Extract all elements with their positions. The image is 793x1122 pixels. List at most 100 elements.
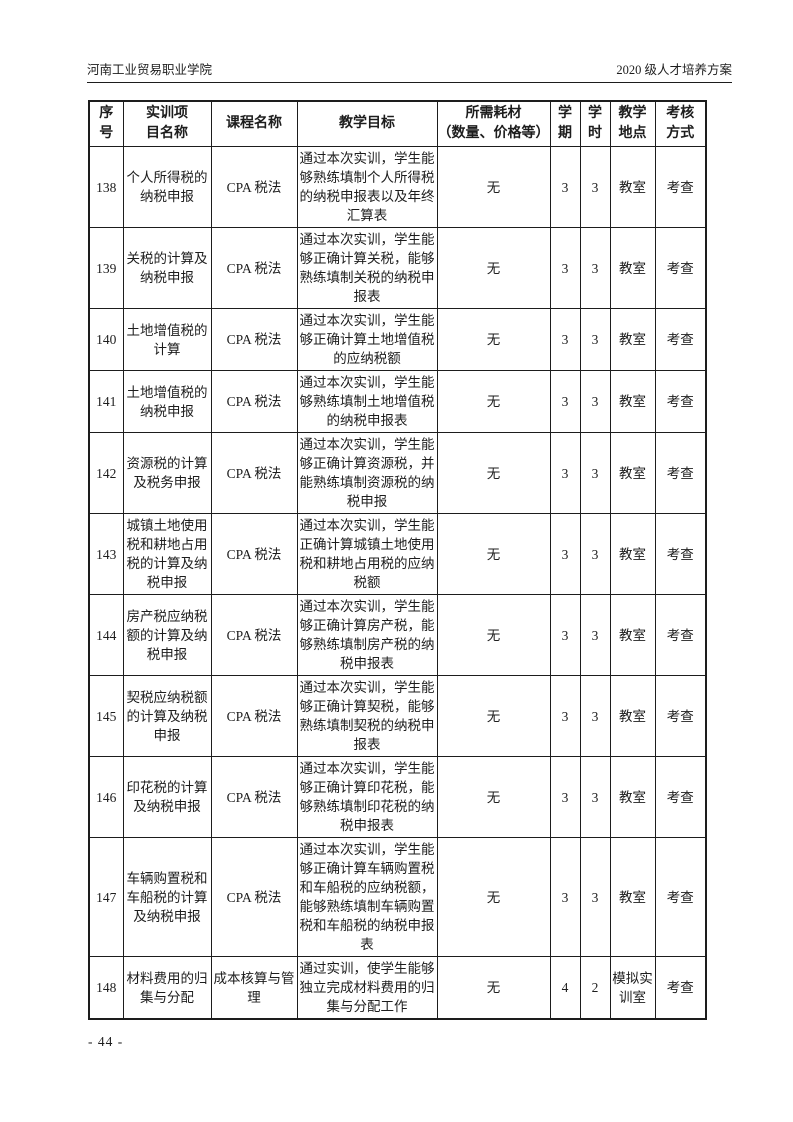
cell-assessment: 考查 bbox=[654, 146, 707, 228]
cell-objective: 通过本次实训，学生能够正确计算土地增值税的应纳税额 bbox=[296, 308, 438, 371]
cell-assessment: 考查 bbox=[654, 513, 707, 595]
cell-course-name: CPA 税法 bbox=[210, 513, 298, 595]
cell-semester: 3 bbox=[549, 227, 581, 309]
cell-no: 138 bbox=[88, 146, 124, 228]
cell-materials: 无 bbox=[436, 837, 551, 957]
cell-semester: 3 bbox=[549, 675, 581, 757]
cell-objective: 通过本次实训，学生能够正确计算车辆购置税和车船税的应纳税额，能够熟练填制车辆购置… bbox=[296, 837, 438, 957]
cell-hours: 3 bbox=[579, 513, 611, 595]
cell-project-name: 印花税的计算及纳税申报 bbox=[122, 756, 212, 838]
cell-objective: 通过本次实训，学生能正确计算城镇土地使用税和耕地占用税的应纳税额 bbox=[296, 513, 438, 595]
cell-assessment: 考查 bbox=[654, 308, 707, 371]
cell-materials: 无 bbox=[436, 594, 551, 676]
cell-project-name: 材料费用的归集与分配 bbox=[122, 956, 212, 1020]
cell-location: 教室 bbox=[609, 432, 656, 514]
cell-no: 142 bbox=[88, 432, 124, 514]
cell-location: 教室 bbox=[609, 513, 656, 595]
cell-project-name: 土地增值税的纳税申报 bbox=[122, 370, 212, 433]
cell-course-name: CPA 税法 bbox=[210, 370, 298, 433]
col-header-course: 课程名称 bbox=[210, 100, 298, 147]
cell-course-name: CPA 税法 bbox=[210, 227, 298, 309]
table-header-row: 序 号 实训项 目名称 课程名称 教学目标 所需耗材 （数量、价格等） 学 期 … bbox=[88, 100, 707, 147]
cell-location: 教室 bbox=[609, 308, 656, 371]
cell-project-name: 土地增值税的计算 bbox=[122, 308, 212, 371]
cell-objective: 通过本次实训，学生能够正确计算关税，能够熟练填制关税的纳税申报表 bbox=[296, 227, 438, 309]
cell-assessment: 考查 bbox=[654, 956, 707, 1020]
cell-objective: 通过本次实训，学生能够正确计算契税，能够熟练填制契税的纳税申报表 bbox=[296, 675, 438, 757]
page-header: 河南工业贸易职业学院 2020 级人才培养方案 bbox=[87, 63, 732, 83]
cell-hours: 3 bbox=[579, 370, 611, 433]
cell-location: 教室 bbox=[609, 675, 656, 757]
cell-project-name: 关税的计算及纳税申报 bbox=[122, 227, 212, 309]
table-row-139: 139 关税的计算及纳税申报 CPA 税法 通过本次实训，学生能够正确计算关税，… bbox=[88, 227, 707, 309]
table-row-138: 138 个人所得税的纳税申报 CPA 税法 通过本次实训，学生能够熟练填制个人所… bbox=[88, 146, 707, 228]
col-header-objective: 教学目标 bbox=[296, 100, 438, 147]
cell-hours: 3 bbox=[579, 837, 611, 957]
cell-materials: 无 bbox=[436, 513, 551, 595]
cell-assessment: 考查 bbox=[654, 370, 707, 433]
cell-location: 模拟实训室 bbox=[609, 956, 656, 1020]
cell-project-name: 资源税的计算及税务申报 bbox=[122, 432, 212, 514]
col-header-materials: 所需耗材 （数量、价格等） bbox=[436, 100, 551, 147]
cell-course-name: CPA 税法 bbox=[210, 308, 298, 371]
col-header-semester: 学 期 bbox=[549, 100, 581, 147]
cell-assessment: 考查 bbox=[654, 756, 707, 838]
col-header-project: 实训项 目名称 bbox=[122, 100, 212, 147]
col-header-assessment: 考核 方式 bbox=[654, 100, 707, 147]
table-row-144: 144 房产税应纳税额的计算及纳税申报 CPA 税法 通过本次实训，学生能够正确… bbox=[88, 594, 707, 676]
col-header-location: 教学 地点 bbox=[609, 100, 656, 147]
cell-assessment: 考查 bbox=[654, 594, 707, 676]
cell-location: 教室 bbox=[609, 837, 656, 957]
cell-assessment: 考查 bbox=[654, 227, 707, 309]
cell-objective: 通过实训，使学生能够独立完成材料费用的归集与分配工作 bbox=[296, 956, 438, 1020]
cell-hours: 3 bbox=[579, 756, 611, 838]
table-row-145: 145 契税应纳税额的计算及纳税申报 CPA 税法 通过本次实训，学生能够正确计… bbox=[88, 675, 707, 757]
cell-no: 146 bbox=[88, 756, 124, 838]
cell-objective: 通过本次实训，学生能够熟练填制个人所得税的纳税申报表以及年终汇算表 bbox=[296, 146, 438, 228]
cell-objective: 通过本次实训，学生能够熟练填制土地增值税的纳税申报表 bbox=[296, 370, 438, 433]
header-program-title: 2020 级人才培养方案 bbox=[616, 63, 732, 77]
cell-course-name: CPA 税法 bbox=[210, 675, 298, 757]
cell-location: 教室 bbox=[609, 594, 656, 676]
cell-objective: 通过本次实训，学生能够正确计算印花税，能够熟练填制印花税的纳税申报表 bbox=[296, 756, 438, 838]
cell-course-name: CPA 税法 bbox=[210, 837, 298, 957]
cell-no: 144 bbox=[88, 594, 124, 676]
cell-hours: 3 bbox=[579, 594, 611, 676]
cell-assessment: 考查 bbox=[654, 837, 707, 957]
table-row-140: 140 土地增值税的计算 CPA 税法 通过本次实训，学生能够正确计算土地增值税… bbox=[88, 308, 707, 371]
cell-hours: 3 bbox=[579, 432, 611, 514]
cell-materials: 无 bbox=[436, 370, 551, 433]
cell-materials: 无 bbox=[436, 146, 551, 228]
page-number: - 44 - bbox=[88, 1034, 124, 1049]
cell-hours: 3 bbox=[579, 146, 611, 228]
cell-course-name: CPA 税法 bbox=[210, 432, 298, 514]
cell-location: 教室 bbox=[609, 227, 656, 309]
cell-hours: 3 bbox=[579, 227, 611, 309]
cell-assessment: 考查 bbox=[654, 432, 707, 514]
cell-location: 教室 bbox=[609, 146, 656, 228]
header-school-name: 河南工业贸易职业学院 bbox=[87, 63, 213, 77]
cell-materials: 无 bbox=[436, 432, 551, 514]
cell-semester: 3 bbox=[549, 837, 581, 957]
cell-semester: 3 bbox=[549, 594, 581, 676]
cell-location: 教室 bbox=[609, 370, 656, 433]
cell-project-name: 个人所得税的纳税申报 bbox=[122, 146, 212, 228]
cell-no: 139 bbox=[88, 227, 124, 309]
cell-location: 教室 bbox=[609, 756, 656, 838]
table-row-147: 147 车辆购置税和车船税的计算及纳税申报 CPA 税法 通过本次实训，学生能够… bbox=[88, 837, 707, 957]
table-row-142: 142 资源税的计算及税务申报 CPA 税法 通过本次实训，学生能够正确计算资源… bbox=[88, 432, 707, 514]
cell-materials: 无 bbox=[436, 308, 551, 371]
cell-semester: 3 bbox=[549, 308, 581, 371]
cell-project-name: 城镇土地使用税和耕地占用税的计算及纳税申报 bbox=[122, 513, 212, 595]
cell-materials: 无 bbox=[436, 675, 551, 757]
col-header-no: 序 号 bbox=[88, 100, 124, 147]
training-projects-table: 序 号 实训项 目名称 课程名称 教学目标 所需耗材 （数量、价格等） 学 期 … bbox=[88, 100, 707, 1020]
table-row-141: 141 土地增值税的纳税申报 CPA 税法 通过本次实训，学生能够熟练填制土地增… bbox=[88, 370, 707, 433]
cell-semester: 3 bbox=[549, 756, 581, 838]
cell-project-name: 契税应纳税额的计算及纳税申报 bbox=[122, 675, 212, 757]
cell-materials: 无 bbox=[436, 756, 551, 838]
cell-hours: 3 bbox=[579, 308, 611, 371]
cell-no: 140 bbox=[88, 308, 124, 371]
cell-objective: 通过本次实训，学生能够正确计算资源税，并能熟练填制资源税的纳税申报 bbox=[296, 432, 438, 514]
